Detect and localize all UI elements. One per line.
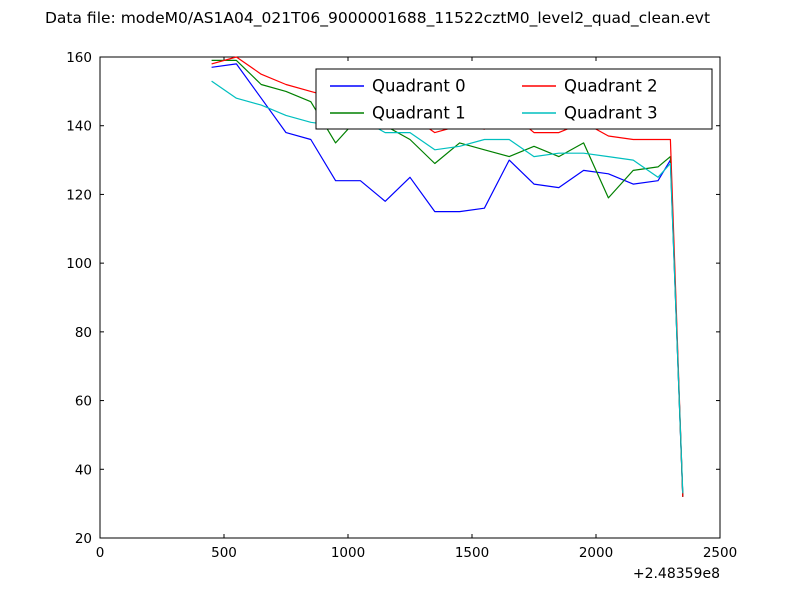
legend-label-quadrant-0: Quadrant 0 <box>372 77 466 96</box>
series-line-quadrant-0 <box>211 63 684 497</box>
legend-label-quadrant-2: Quadrant 2 <box>564 77 658 96</box>
y-tick-label: 40 <box>75 462 92 478</box>
x-tick-label: 2500 <box>703 545 737 561</box>
y-tick-label: 100 <box>66 256 92 272</box>
figure-title: Data file: modeM0/AS1A04_021T06_90000016… <box>45 9 711 27</box>
legend: Quadrant 0 Quadrant 1 Quadrant 2 Quadrant 3 <box>315 68 713 130</box>
x-axis-offset-label: +2.48359e8 <box>633 566 720 582</box>
y-tick-label: 20 <box>75 531 92 547</box>
legend-frame <box>315 68 713 130</box>
series-line-quadrant-3 <box>211 80 684 494</box>
axes-frame <box>99 56 721 539</box>
y-tick-label: 120 <box>66 187 92 203</box>
x-tick-label: 2000 <box>579 545 613 561</box>
x-tick-label: 1500 <box>455 545 489 561</box>
series-line-quadrant-1 <box>211 59 684 497</box>
y-tick-label: 80 <box>75 325 92 341</box>
y-tick-label: 140 <box>66 119 92 135</box>
y-tick-label: 60 <box>75 394 92 410</box>
legend-label-quadrant-1: Quadrant 1 <box>372 104 466 123</box>
x-tick-label: 1000 <box>331 545 365 561</box>
x-tick-label: 500 <box>211 545 237 561</box>
x-tick-label: 0 <box>96 545 105 561</box>
y-tick-label: 160 <box>66 50 92 66</box>
legend-label-quadrant-3: Quadrant 3 <box>564 104 658 123</box>
